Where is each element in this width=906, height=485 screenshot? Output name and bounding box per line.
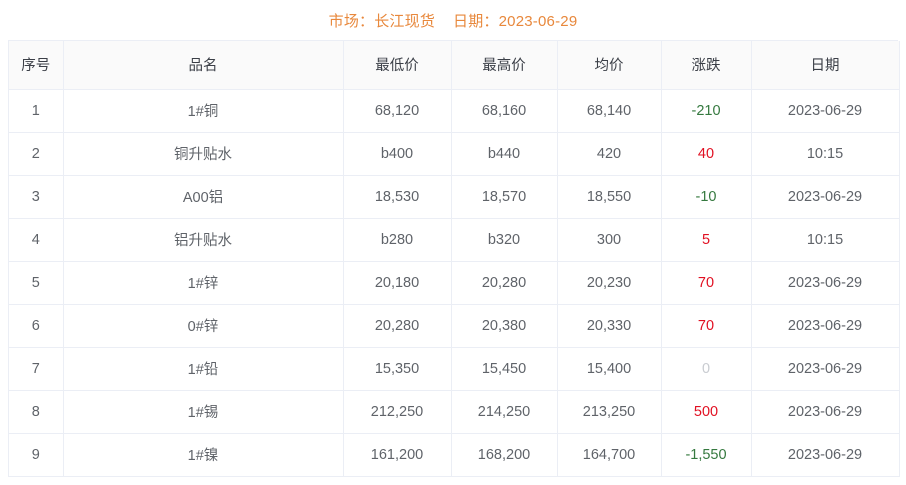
cell-date: 10:15 — [751, 132, 900, 176]
table-row[interactable]: 6 0#锌 20,280 20,380 20,330 70 2023-06-29 — [9, 304, 900, 348]
column-header-low[interactable]: 最低价 — [343, 41, 452, 90]
column-header-index[interactable]: 序号 — [9, 41, 64, 90]
cell-low: 20,180 — [343, 261, 452, 305]
cell-index: 8 — [9, 390, 64, 434]
cell-low: 68,120 — [343, 89, 452, 133]
cell-avg: 213,250 — [557, 390, 662, 434]
table-row[interactable]: 9 1#镍 161,200 168,200 164,700 -1,550 2023-06-2… — [9, 433, 900, 477]
cell-index: 1 — [9, 89, 64, 133]
cell-date: 10:15 — [751, 218, 900, 262]
cell-change: -10 — [661, 175, 752, 219]
column-header-name[interactable]: 品名 — [63, 41, 344, 90]
cell-low: b400 — [343, 132, 452, 176]
cell-change: -210 — [661, 89, 752, 133]
table-row[interactable]: 4 铝升贴水 b280 b320 300 5 10:15 — [9, 218, 900, 262]
table-row[interactable]: 7 1#铅 15,350 15,450 15,400 0 2023-06-29 — [9, 347, 900, 391]
cell-avg: 20,230 — [557, 261, 662, 305]
cell-low: 20,280 — [343, 304, 452, 348]
cell-change: 70 — [661, 261, 752, 305]
cell-index: 4 — [9, 218, 64, 262]
quote-table-wrapper: 序号 品名 最低价 最高价 均价 涨跌 日期 1 1#铜 68,120 68,160 6… — [8, 40, 900, 477]
cell-date: 2023-06-29 — [751, 89, 900, 133]
cell-name: 0#锌 — [63, 304, 344, 348]
cell-index: 7 — [9, 347, 64, 391]
cell-avg: 20,330 — [557, 304, 662, 348]
cell-change: 70 — [661, 304, 752, 348]
cell-change: -1,550 — [661, 433, 752, 477]
column-header-avg[interactable]: 均价 — [557, 41, 662, 90]
cell-change: 0 — [661, 347, 752, 391]
cell-index: 3 — [9, 175, 64, 219]
table-row[interactable]: 1 1#铜 68,120 68,160 68,140 -210 2023-06-29 — [9, 89, 900, 133]
cell-high: 20,380 — [451, 304, 558, 348]
cell-high: 15,450 — [451, 347, 558, 391]
table-header-row: 序号 品名 最低价 最高价 均价 涨跌 日期 — [9, 41, 900, 90]
cell-high: 214,250 — [451, 390, 558, 434]
cell-change: 5 — [661, 218, 752, 262]
cell-date: 2023-06-29 — [751, 347, 900, 391]
cell-change: 500 — [661, 390, 752, 434]
cell-low: 161,200 — [343, 433, 452, 477]
column-header-date[interactable]: 日期 — [751, 41, 900, 90]
cell-avg: 18,550 — [557, 175, 662, 219]
cell-high: b320 — [451, 218, 558, 262]
cell-high: 20,280 — [451, 261, 558, 305]
market-label: 市场：长江现货 — [328, 12, 436, 30]
cell-avg: 300 — [557, 218, 662, 262]
table-header: 序号 品名 最低价 最高价 均价 涨跌 日期 — [9, 41, 900, 90]
cell-index: 5 — [9, 261, 64, 305]
cell-avg: 15,400 — [557, 347, 662, 391]
cell-index: 9 — [9, 433, 64, 477]
cell-name: 铝升贴水 — [63, 218, 344, 262]
cell-high: 18,570 — [451, 175, 558, 219]
cell-change: 40 — [661, 132, 752, 176]
cell-date: 2023-06-29 — [751, 304, 900, 348]
cell-low: 212,250 — [343, 390, 452, 434]
cell-name: 铜升贴水 — [63, 132, 344, 176]
table-body: 1 1#铜 68,120 68,160 68,140 -210 2023-06-29 2 铜升贴… — [9, 89, 900, 477]
table-row[interactable]: 8 1#锡 212,250 214,250 213,250 500 2023-06-29 — [9, 390, 900, 434]
cell-avg: 164,700 — [557, 433, 662, 477]
column-header-high[interactable]: 最高价 — [451, 41, 558, 90]
cell-name: 1#铅 — [63, 347, 344, 391]
quote-table: 序号 品名 最低价 最高价 均价 涨跌 日期 1 1#铜 68,120 68,160 6… — [9, 41, 900, 477]
date-label: 日期：2023-06-29 — [453, 12, 578, 30]
cell-name: 1#锡 — [63, 390, 344, 434]
cell-avg: 420 — [557, 132, 662, 176]
cell-low: b280 — [343, 218, 452, 262]
page-title-bar: 市场：长江现货 日期：2023-06-29 — [0, 0, 906, 40]
table-row[interactable]: 5 1#锌 20,180 20,280 20,230 70 2023-06-29 — [9, 261, 900, 305]
table-row[interactable]: 2 铜升贴水 b400 b440 420 40 10:15 — [9, 132, 900, 176]
cell-high: 68,160 — [451, 89, 558, 133]
column-header-change[interactable]: 涨跌 — [661, 41, 752, 90]
cell-date: 2023-06-29 — [751, 433, 900, 477]
table-row[interactable]: 3 A00铝 18,530 18,570 18,550 -10 2023-06-29 — [9, 175, 900, 219]
cell-name: 1#锌 — [63, 261, 344, 305]
cell-name: A00铝 — [63, 175, 344, 219]
cell-date: 2023-06-29 — [751, 175, 900, 219]
cell-date: 2023-06-29 — [751, 390, 900, 434]
cell-name: 1#铜 — [63, 89, 344, 133]
cell-index: 6 — [9, 304, 64, 348]
cell-low: 18,530 — [343, 175, 452, 219]
cell-index: 2 — [9, 132, 64, 176]
cell-low: 15,350 — [343, 347, 452, 391]
cell-high: 168,200 — [451, 433, 558, 477]
cell-name: 1#镍 — [63, 433, 344, 477]
cell-high: b440 — [451, 132, 558, 176]
cell-avg: 68,140 — [557, 89, 662, 133]
cell-date: 2023-06-29 — [751, 261, 900, 305]
